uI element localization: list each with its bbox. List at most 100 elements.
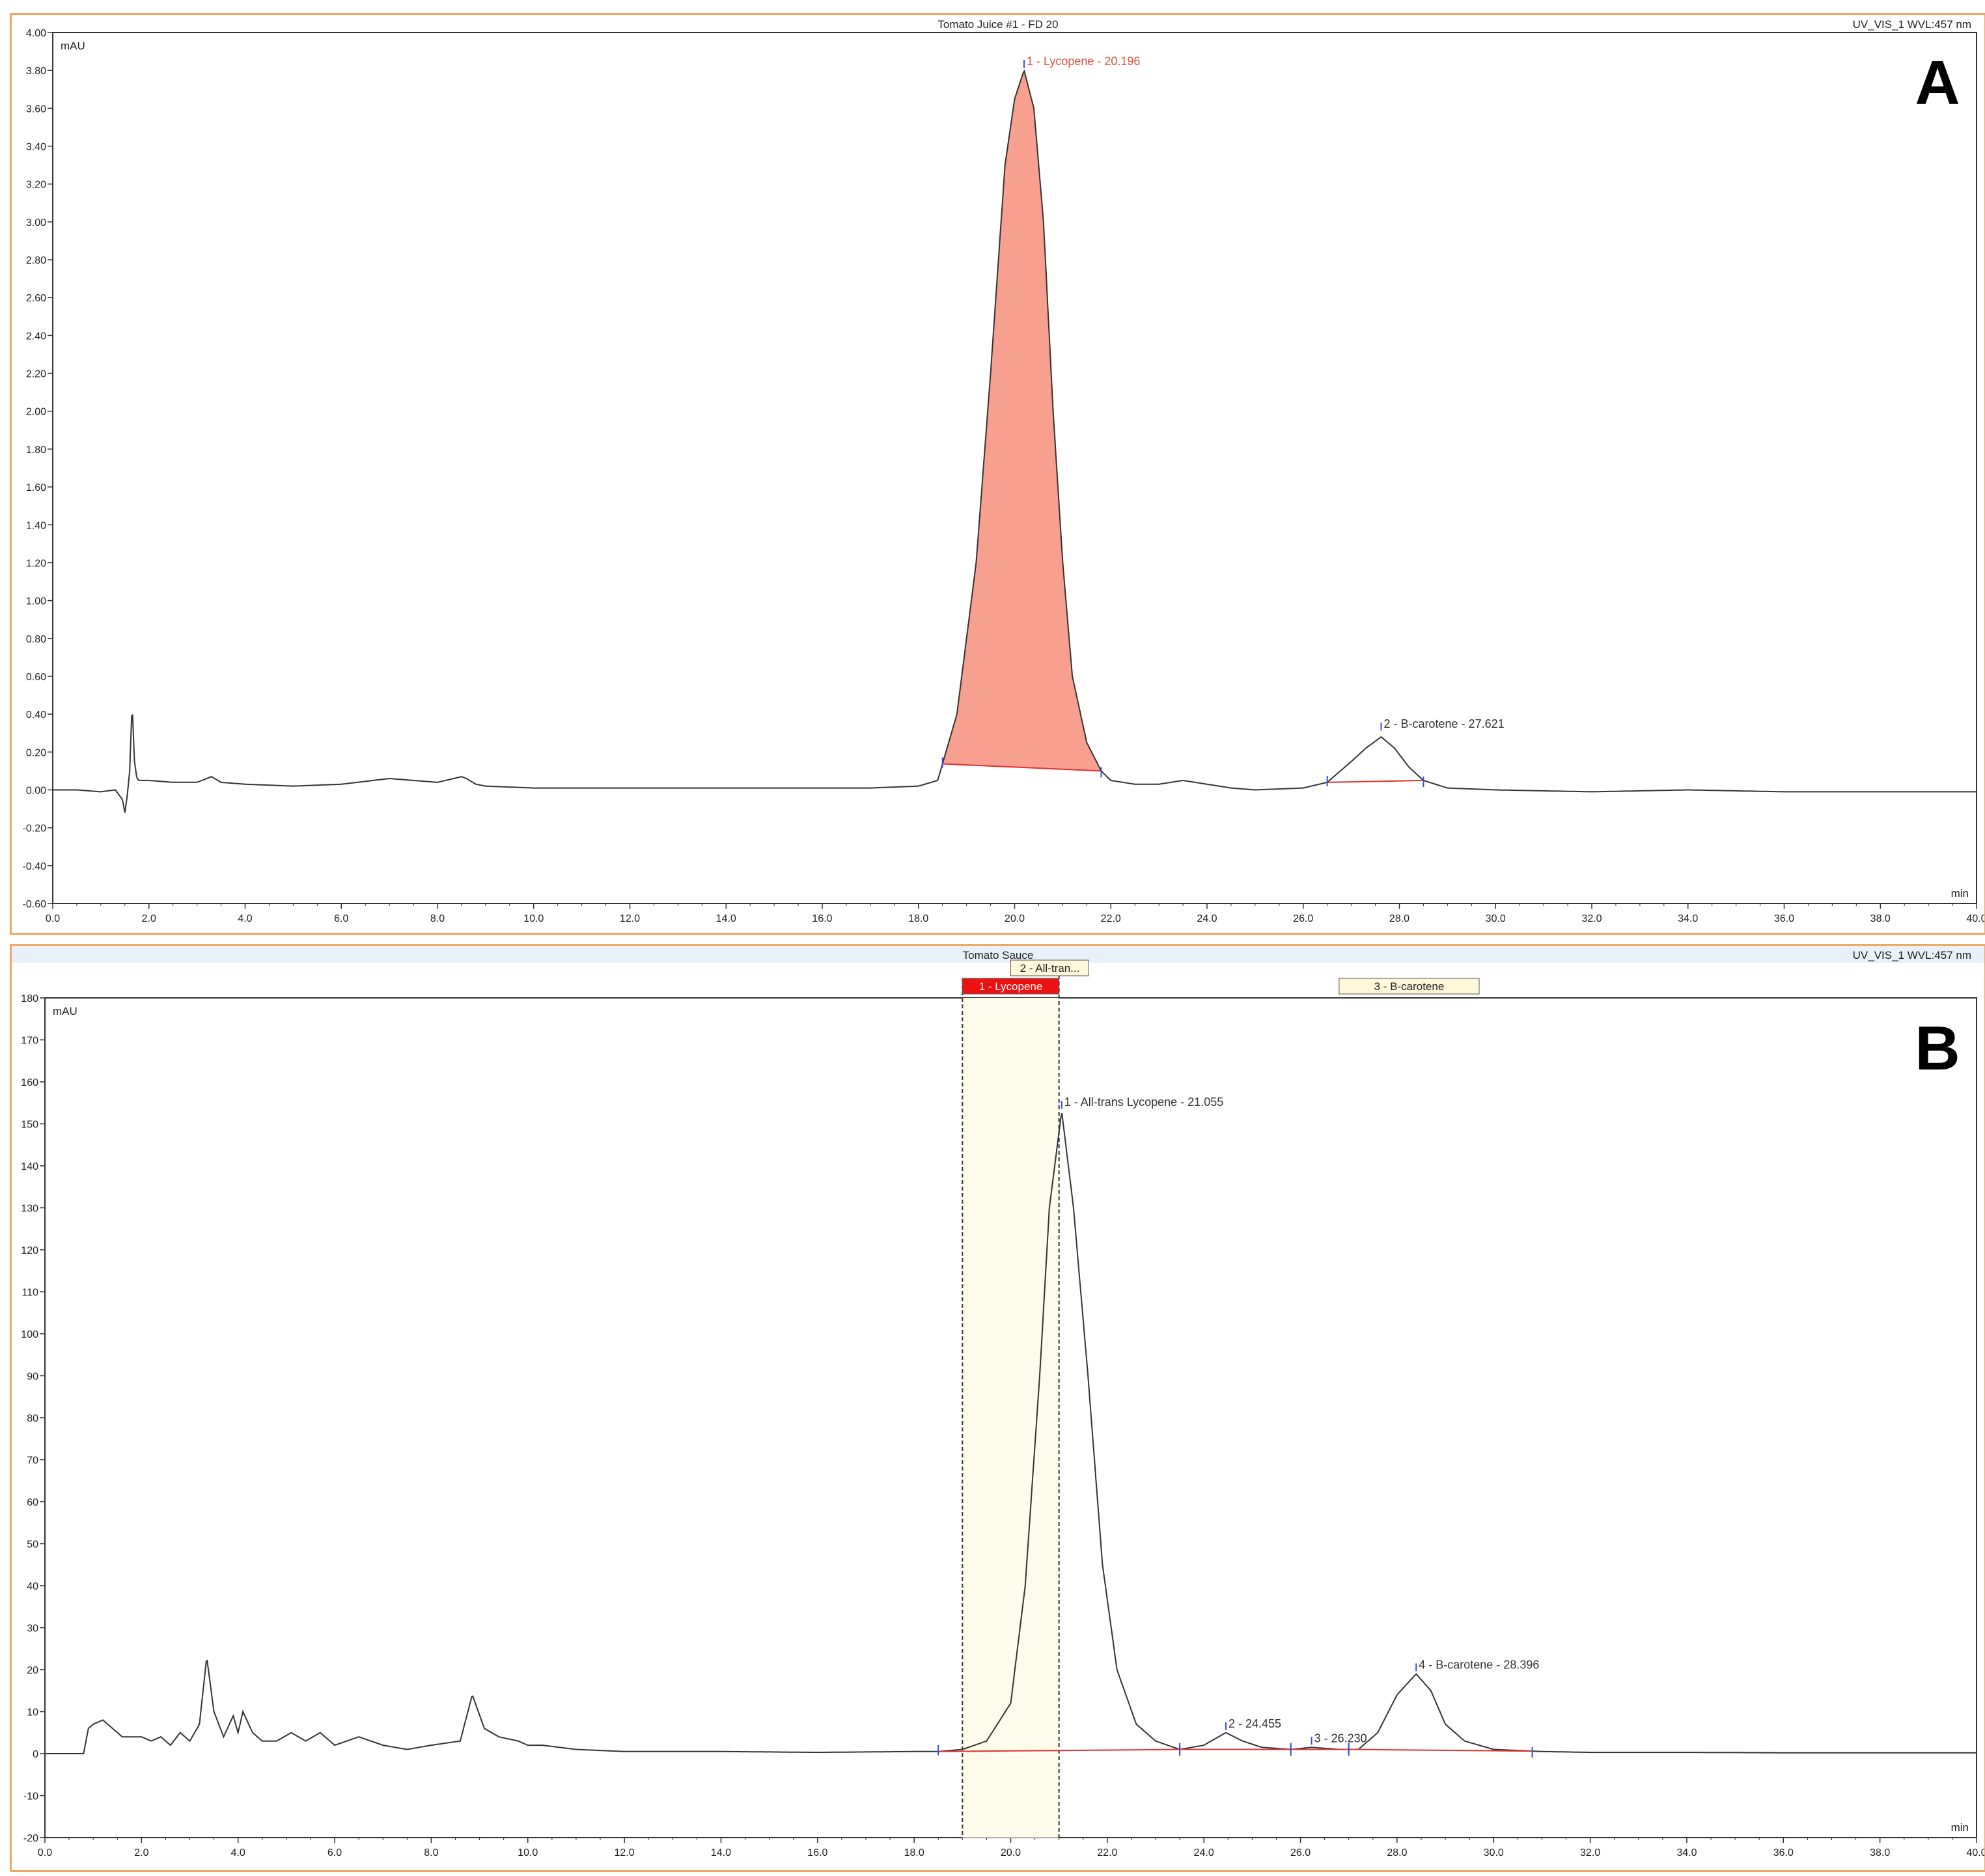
chart-a-y-tick-label: 0.80 xyxy=(26,634,46,645)
chart-a-panel-letter: A xyxy=(1915,48,1960,118)
chart-b-x-tick-label: 14.0 xyxy=(711,1847,731,1858)
chart-b-y-tick-label: 40 xyxy=(27,1581,38,1592)
chart-b-y-axis-label: mAU xyxy=(53,1005,77,1017)
chart-a-title: Tomato Juice #1 - FD 20 xyxy=(937,18,1058,31)
chart-a-y-tick-label: 1.20 xyxy=(26,558,46,569)
chart-a-y-tick-label: 2.20 xyxy=(26,369,46,380)
chart-b-x-tick-label: 24.0 xyxy=(1194,1847,1214,1858)
chart-b-x-tick-label: 4.0 xyxy=(231,1847,245,1858)
chart-a-peak-label-1: 1 - Lycopene - 20.196 xyxy=(1027,55,1140,68)
chart-b-y-tick-label: 160 xyxy=(21,1077,38,1088)
chart-b-x-tick-label: 38.0 xyxy=(1870,1847,1890,1858)
chart-b-window-label-box-1 xyxy=(1010,959,1089,976)
chart-a-x-tick-label: 20.0 xyxy=(1005,913,1025,924)
chart-a-y-tick-label: 2.80 xyxy=(26,255,46,266)
chart-b-window-label-box-2 xyxy=(962,978,1060,995)
chart-a-y-tick-label: 0.00 xyxy=(26,785,46,796)
chart-b-peak-label-1: 1 - All-trans Lycopene - 21.055 xyxy=(1064,1096,1223,1109)
chart-b-y-tick-label: 70 xyxy=(27,1455,38,1467)
chart-a-x-tick-label: 30.0 xyxy=(1486,913,1506,924)
chart-a-x-tick-label: 36.0 xyxy=(1774,913,1794,924)
chart-b-x-tick-label: 18.0 xyxy=(904,1847,924,1858)
chart-b-y-tick-label: 20 xyxy=(27,1665,38,1676)
chart-b-x-tick-label: 12.0 xyxy=(615,1847,635,1858)
chart-b-y-tick-label: 120 xyxy=(21,1245,38,1256)
chart-b-panel-letter: B xyxy=(1915,1014,1960,1083)
chart-a-x-tick-label: 18.0 xyxy=(908,913,928,924)
chart-b-x-tick-label: 28.0 xyxy=(1387,1847,1407,1858)
chart-b-y-tick-label: 110 xyxy=(21,1288,38,1299)
chart-b-title: Tomato Sauce xyxy=(963,949,1034,961)
chart-b-channel-label: UV_VIS_1 WVL:457 nm xyxy=(1853,949,1971,961)
chart-a-y-tick-label: 0.60 xyxy=(26,672,46,683)
chart-b-y-tick-label: 180 xyxy=(21,993,38,1004)
chart-a-x-tick-label: 38.0 xyxy=(1870,913,1891,924)
chart-b-y-tick-label: 0 xyxy=(33,1749,38,1760)
chart-b-x-tick-label: 34.0 xyxy=(1676,1847,1697,1858)
chart-a-x-tick-label: 4.0 xyxy=(238,913,252,924)
chart-b-x-tick-label: 30.0 xyxy=(1484,1847,1504,1858)
chart-a-y-tick-label: -0.20 xyxy=(23,823,47,835)
chart-a-channel-label: UV_VIS_1 WVL:457 nm xyxy=(1853,18,1971,31)
chart-b-x-tick-label: 22.0 xyxy=(1097,1847,1117,1858)
chart-a-x-axis-label: min xyxy=(1951,887,1969,900)
chart-b-y-tick-label: 50 xyxy=(27,1539,38,1551)
chart-a-y-tick-label: 2.60 xyxy=(26,293,46,304)
chart-b-window-label-2: 1 - Lycopene xyxy=(979,980,1043,993)
chart-a-x-tick-label: 32.0 xyxy=(1581,913,1602,924)
chart-b-y-tick-label: -20 xyxy=(23,1833,38,1844)
chart-b-y-tick-label: 150 xyxy=(21,1120,38,1131)
chart-b-y-tick-label: -10 xyxy=(23,1791,38,1802)
chart-a-y-tick-label: 0.40 xyxy=(26,710,46,721)
chart-a-x-tick-label: 14.0 xyxy=(716,913,736,924)
chart-a-peak-baseline-2 xyxy=(1327,779,1424,783)
chart-b-window-label-box-3 xyxy=(1339,978,1480,995)
chart-a-x-tick-label: 28.0 xyxy=(1389,913,1409,924)
chart-b-y-tick-label: 30 xyxy=(27,1623,38,1635)
chromatogram-panel-a: Tomato Juice #1 - FD 20 UV_VIS_1 WVL:457 … xyxy=(10,13,1985,935)
chart-b-title-bar xyxy=(12,946,1984,963)
chart-a-y-tick-label: -0.40 xyxy=(23,861,47,872)
chart-a-y-tick-label: 0.20 xyxy=(26,747,46,758)
chart-b-y-tick-label: 170 xyxy=(21,1036,38,1047)
chart-b-y-tick-label: 130 xyxy=(21,1204,38,1215)
chromatogram-panel-b: Tomato Sauce UV_VIS_1 WVL:457 nm -20 -10 0 10… xyxy=(10,944,1985,1872)
chart-a-title-bar xyxy=(12,15,1984,32)
chart-b-peak-label-2: 2 - 24.455 xyxy=(1228,1717,1281,1730)
chart-b-peak-label-3: 3 - 26.230 xyxy=(1314,1731,1367,1745)
chart-a-y-tick-label: 1.60 xyxy=(26,482,46,493)
chart-a-x-tick-label: 8.0 xyxy=(430,913,445,924)
chart-b-x-tick-label: 36.0 xyxy=(1773,1847,1794,1858)
chart-b-peak-baseline-4 xyxy=(1348,1748,1533,1752)
chart-a-y-tick-label: 4.00 xyxy=(26,28,46,39)
chart-a-peak-label-2: 2 - B-carotene - 27.621 xyxy=(1384,717,1505,730)
chart-a-y-tick-label: 1.40 xyxy=(26,520,46,531)
chart-b-x-tick-label: 8.0 xyxy=(424,1847,438,1858)
chart-b-x-tick-label: 10.0 xyxy=(518,1847,538,1858)
chart-a-x-tick-label: 10.0 xyxy=(523,913,544,924)
chart-a-x-tick-label: 6.0 xyxy=(334,913,348,924)
chart-b-peak-baseline-1 xyxy=(938,1748,1180,1752)
chart-a-y-tick-label: 2.40 xyxy=(26,331,46,342)
chart-a-x-tick-label: 40.0 xyxy=(1966,913,1984,924)
chart-a-y-tick-label: -0.60 xyxy=(23,899,47,910)
chart-b-y-tick-label: 10 xyxy=(27,1707,38,1718)
chart-b-x-tick-label: 20.0 xyxy=(1001,1847,1021,1858)
chart-a-y-tick-label: 3.20 xyxy=(26,180,46,191)
chart-a-x-tick-label: 0.0 xyxy=(46,913,60,924)
chart-b-y-tick-label: 80 xyxy=(27,1413,38,1424)
chart-a-x-tick-label: 24.0 xyxy=(1197,913,1217,924)
chromatogram-a-svg: Tomato Juice #1 - FD 20 UV_VIS_1 WVL:457 … xyxy=(12,15,1984,924)
chart-b-y-tick-label: 90 xyxy=(27,1372,38,1383)
chart-a-y-axis-label: mAU xyxy=(61,40,85,52)
chart-a-x-tick-label: 16.0 xyxy=(812,913,832,924)
chart-a-x-tick-label: 26.0 xyxy=(1293,913,1313,924)
chart-b-trace-line xyxy=(45,1112,1977,1754)
chart-a-y-tick-label: 2.00 xyxy=(26,407,46,418)
chart-b-x-axis-label: min xyxy=(1951,1821,1969,1834)
chart-a-x-tick-label: 22.0 xyxy=(1101,913,1121,924)
chart-a-trace-line xyxy=(53,69,1977,813)
chart-b-y-tick-label: 60 xyxy=(27,1497,38,1508)
chart-b-peak-label-4: 4 - B-carotene - 28.396 xyxy=(1419,1658,1539,1671)
chart-a-peak-area-1 xyxy=(942,71,1102,771)
